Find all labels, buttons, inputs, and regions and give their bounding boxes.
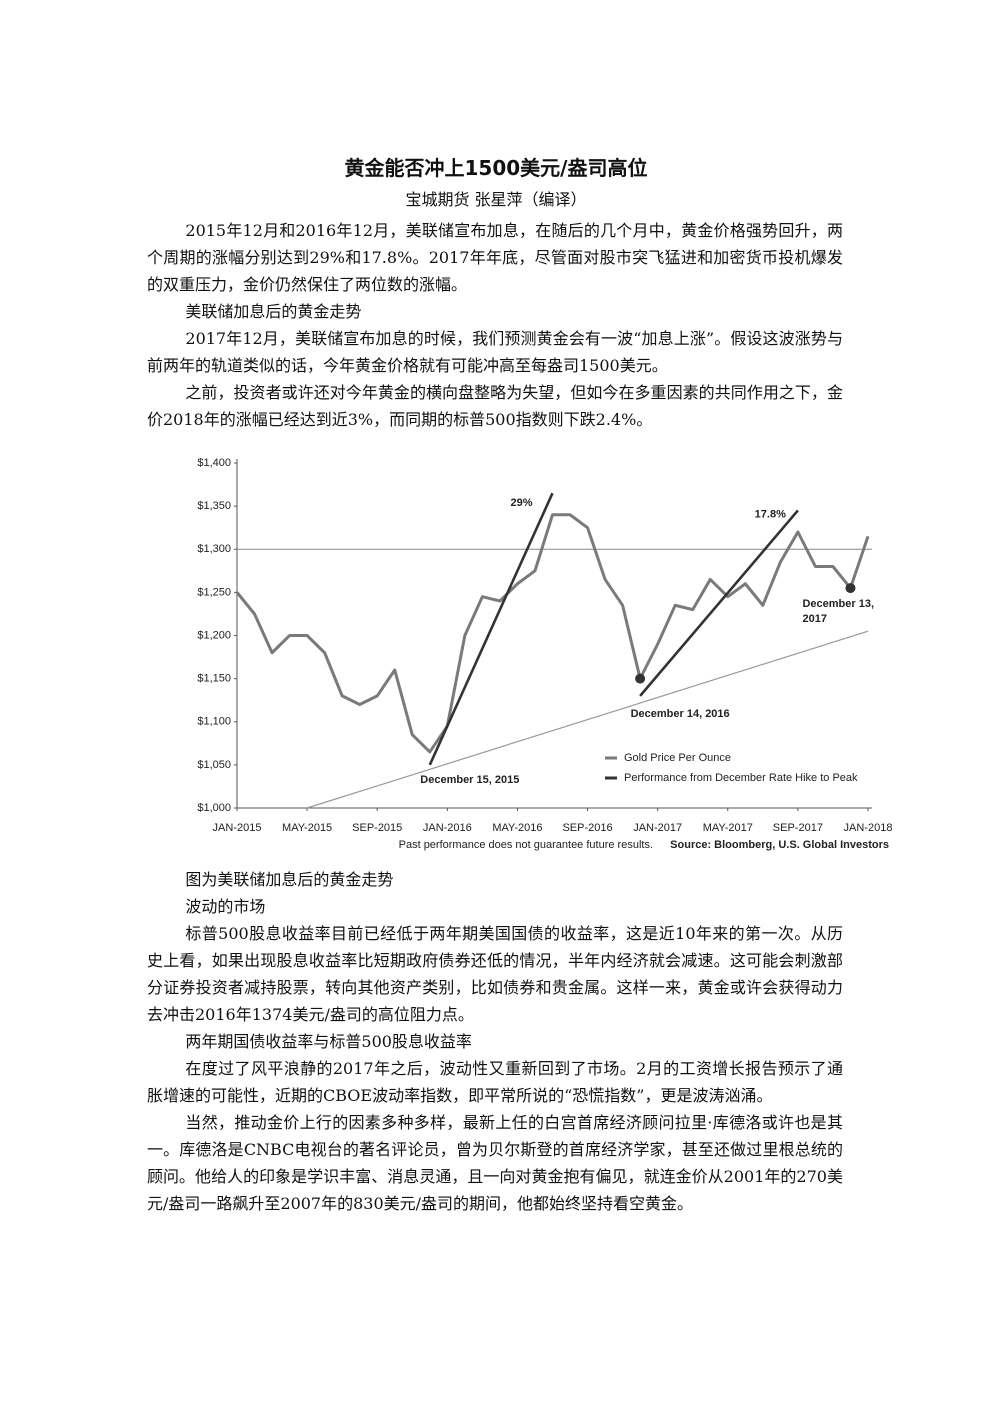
x-tick-label: MAY-2017	[703, 822, 753, 834]
y-tick-label: $1,200	[197, 629, 231, 641]
paragraph: 之前，投资者或许还对今年黄金的横向盘整略为失望，但如今在多重因素的共同作用之下，…	[147, 383, 843, 429]
annotation: December 14, 2016	[631, 708, 730, 720]
x-tick-label: JAN-2016	[423, 822, 472, 834]
trend-line	[306, 630, 869, 809]
x-tick-label: JAN-2015	[213, 822, 262, 834]
paragraph: 波动的市场	[185, 897, 266, 916]
performance-line	[428, 492, 554, 766]
highlight-dot	[845, 583, 856, 594]
x-tick-label: SEP-2016	[562, 822, 612, 834]
legend-label: Performance from December Rate Hike to P…	[624, 772, 858, 784]
title: 黄金能否冲上1500美元/盎司高位	[344, 156, 648, 180]
paragraph: 当然，推动金价上行的因素多种多样，最新上任的白宫首席经济顾问拉里·库德洛或许也是…	[147, 1113, 843, 1213]
x-tick-label: MAY-2015	[282, 822, 332, 834]
caption-block: 图为美联储加息后的黄金走势	[147, 866, 843, 893]
y-tick-label: $1,000	[197, 802, 231, 814]
legend-label: Gold Price Per Ounce	[624, 752, 731, 764]
paragraph: 2015年12月和2016年12月，美联储宣布加息，在随后的几个月中，黄金价格强…	[147, 221, 843, 294]
x-tick-label: SEP-2017	[773, 822, 823, 834]
performance-line	[639, 509, 799, 697]
byline: 宝城期货 张星萍（编译）	[405, 190, 587, 209]
y-tick-label: $1,300	[197, 543, 231, 555]
x-tick-label: SEP-2015	[352, 822, 402, 834]
source: Source: Bloomberg, U.S. Global Investors	[670, 839, 889, 851]
y-tick-label: $1,150	[197, 673, 231, 685]
text-before: 2015年12月和2016年12月，美联储宣布加息，在随后的几个月中，黄金价格强…	[147, 217, 843, 433]
y-tick-label: $1,100	[197, 716, 231, 728]
paragraph: 2017年12月，美联储宣布加息的时候，我们预测黄金会有一波“加息上涨”。假设这…	[147, 329, 843, 375]
annotation: 17.8%	[755, 508, 786, 520]
paragraph: 在度过了风平浪静的2017年之后，波动性又重新回到了市场。2月的工资增长报告预示…	[147, 1059, 843, 1105]
paragraph: 两年期国债收益率与标普500股息收益率	[185, 1032, 472, 1051]
gold-line	[235, 513, 870, 754]
footnote: Past performance does not guarantee futu…	[399, 839, 653, 851]
paragraph: 标普500股息收益率目前已经低于两年期美国国债的收益率，这是近10年来的第一次。…	[147, 924, 843, 1024]
x-tick-label: JAN-2018	[844, 822, 893, 834]
annotation: December 13, 2017	[802, 598, 874, 625]
annotation: 29%	[510, 497, 532, 509]
y-tick-label: $1,350	[197, 500, 231, 512]
y-tick-label: $1,400	[197, 457, 231, 469]
y-tick-label: $1,250	[197, 586, 231, 598]
paragraph: 美联储加息后的黄金走势	[185, 302, 362, 321]
x-tick-label: MAY-2016	[492, 822, 542, 834]
caption: 图为美联储加息后的黄金走势	[185, 870, 394, 889]
highlight-dot	[635, 673, 646, 684]
chart: $1,000 $1,050 $1,100 $1,150 $1,200 $1,250 $1,3…	[197, 457, 893, 851]
annotation: December 15, 2015	[420, 774, 519, 786]
x-tick-label: JAN-2017	[633, 822, 682, 834]
y-tick-label: $1,050	[197, 759, 231, 771]
text-after: 波动的市场标普500股息收益率目前已经低于两年期美国国债的收益率，这是近10年来…	[147, 893, 843, 1217]
